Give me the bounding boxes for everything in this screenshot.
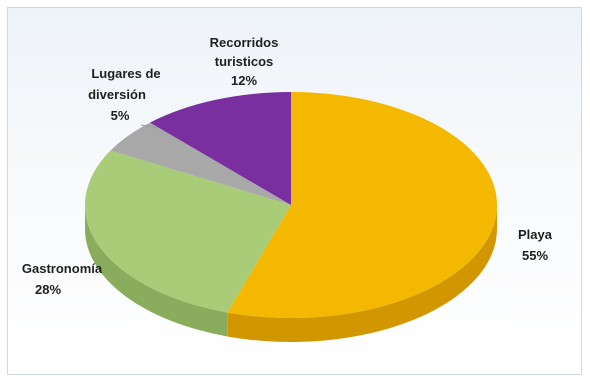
pie-slice-playa (227, 92, 498, 318)
pie-chart: Recorridos turisticos 12% Lugares de div… (22, 35, 553, 343)
label-lugares-line2: diversión (88, 87, 146, 102)
pie-slice-recorridos-turisticos (149, 92, 291, 205)
label-gastronomia-value: 28% (35, 282, 61, 297)
label-recorridos-line1: Recorridos (210, 35, 279, 50)
pie-side-gastronomia (85, 205, 228, 337)
chart-area: Recorridos turisticos 12% Lugares de div… (7, 7, 582, 375)
leader-line-lugares (140, 124, 159, 129)
pie-slices-side (85, 205, 497, 343)
label-playa-value: 55% (522, 248, 548, 263)
label-lugares-value: 5% (111, 108, 130, 123)
label-gastronomia-name: Gastronomía (22, 261, 103, 276)
pie-slice-lugares-de-diversion (110, 122, 291, 205)
label-playa-name: Playa (518, 227, 553, 242)
label-lugares-line1: Lugares de (91, 66, 160, 81)
pie-slice-gastronomia (84, 150, 292, 313)
label-recorridos-value: 12% (231, 73, 257, 88)
pie-slices-top (84, 92, 498, 318)
label-recorridos-line2: turisticos (215, 54, 274, 69)
pie-side-playa (227, 205, 497, 343)
